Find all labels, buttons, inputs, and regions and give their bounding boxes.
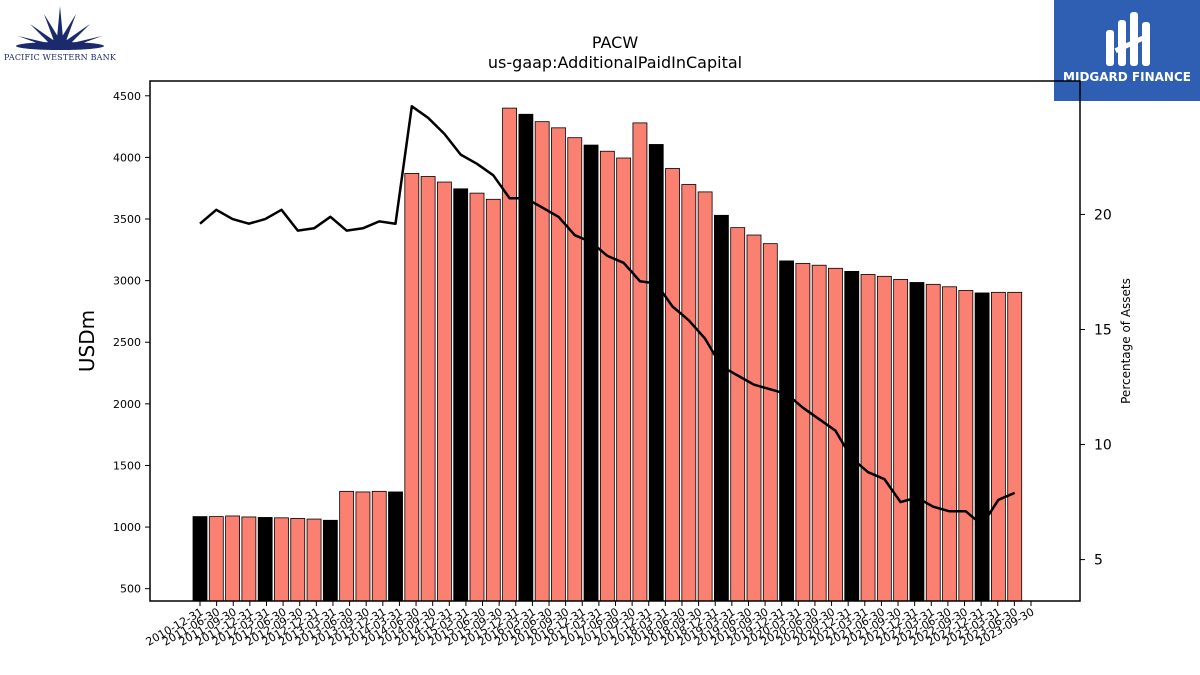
bar-2013-12-31	[388, 491, 403, 602]
y-tick-label: 2500	[113, 336, 141, 349]
bar-2019-09-30	[762, 243, 778, 602]
bar-2012-12-31	[322, 519, 338, 602]
bar-2020-06-30	[811, 264, 827, 602]
midgard-emblem-icon	[1106, 12, 1150, 66]
bar-2020-12-31	[844, 270, 860, 602]
bar-2010-12-31	[192, 516, 208, 602]
bar-2011-12-31	[257, 517, 273, 602]
bar-2016-06-30	[551, 127, 566, 602]
bar-2017-09-30	[632, 122, 648, 602]
brand-name-text: MIDGARD FINANCE	[1063, 70, 1191, 84]
bar-2017-03-31	[599, 150, 615, 602]
bar-2012-03-31	[274, 517, 289, 602]
bar-2013-06-30	[355, 491, 371, 602]
bar-2011-03-31	[208, 516, 224, 602]
bar-2018-03-31	[665, 168, 680, 602]
bar-2015-09-30	[502, 107, 517, 602]
chart-subtitle: us-gaap:AdditionalPaidInCapital	[488, 53, 742, 72]
bar-2011-09-30	[241, 516, 257, 602]
bar-2015-06-30	[485, 198, 501, 602]
y-tick-label: 3000	[113, 275, 141, 288]
chart-title: PACW	[592, 33, 638, 52]
bar-2016-09-30	[567, 137, 583, 602]
bar-2021-03-31	[860, 274, 876, 602]
bar-2019-12-31	[779, 260, 794, 602]
bank-name-text: PACIFIC WESTERN BANK	[4, 53, 116, 62]
bar-2014-12-31	[453, 188, 469, 602]
bar-2021-06-30	[876, 275, 892, 602]
bar-2017-06-30	[616, 157, 632, 602]
bar-2023-03-31	[991, 291, 1006, 602]
bar-2014-09-30	[437, 181, 452, 602]
midgard-finance-logo: MIDGARD FINANCE	[1054, 0, 1200, 101]
y2-tick-label: 10	[1094, 438, 1112, 454]
bar-2019-03-31	[730, 227, 746, 602]
bar-2018-06-30	[681, 184, 697, 602]
bar-2014-06-30	[420, 176, 436, 602]
bar-2016-03-31	[534, 121, 550, 602]
bar-2021-12-31	[909, 282, 925, 602]
bar-2021-09-30	[893, 278, 909, 602]
y2-tick-label: 15	[1094, 322, 1112, 338]
y-tick-label: 2000	[113, 398, 141, 411]
y-tick-label: 4000	[113, 151, 141, 164]
bar-2020-09-30	[828, 267, 843, 602]
bar-2014-03-31	[404, 173, 420, 602]
bar-2016-12-31	[583, 144, 599, 602]
bar-2012-06-30	[290, 518, 306, 602]
y2-tick-label: 20	[1094, 207, 1112, 223]
bar-2022-03-31	[925, 283, 941, 602]
bar-2013-09-30	[371, 490, 387, 602]
y-tick-label: 500	[120, 583, 141, 596]
y-axis-label: USDm	[75, 310, 99, 372]
y-tick-label: 3500	[113, 213, 141, 226]
bar-2020-03-31	[795, 262, 811, 602]
percentage-of-assets-line	[199, 105, 1016, 527]
pacific-western-bank-logo: PACIFIC WESTERN BANK	[4, 6, 116, 66]
bar-2015-03-31	[469, 192, 485, 602]
y-tick-label: 4500	[113, 90, 141, 103]
y2-tick-label: 5	[1094, 553, 1103, 569]
bar-2023-06-30	[1007, 291, 1023, 602]
y-tick-label: 1000	[113, 521, 141, 534]
bar-2012-09-30	[306, 518, 322, 602]
bar-2018-12-31	[714, 214, 729, 602]
y2-axis-label: Percentage of Assets	[1119, 278, 1133, 404]
bar-2022-09-30	[958, 290, 974, 602]
bar-2019-06-30	[746, 234, 762, 602]
sunburst-logo-icon	[16, 6, 104, 50]
bar-2022-06-30	[942, 286, 957, 602]
y-tick-label: 1500	[113, 459, 141, 472]
bar-2017-12-31	[648, 144, 664, 602]
bar-2011-06-30	[225, 515, 240, 602]
bar-2022-12-31	[974, 292, 990, 602]
bar-2015-12-31	[518, 113, 534, 602]
bar-2018-09-30	[697, 191, 713, 602]
bar-2013-03-31	[339, 490, 355, 602]
